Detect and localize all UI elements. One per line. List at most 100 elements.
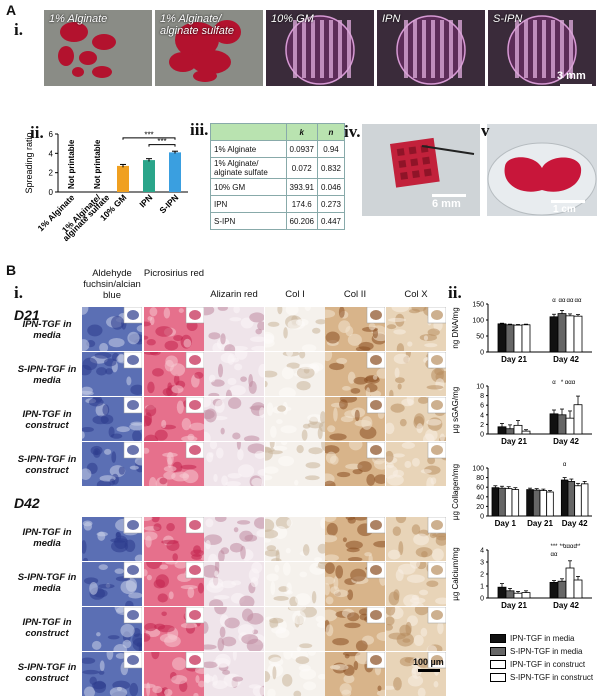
legend-swatch <box>490 647 506 656</box>
column-header: Aldehyde fuchsin/alcian blue <box>83 268 141 301</box>
histology-image <box>265 517 325 561</box>
histology-image <box>204 607 264 651</box>
histology-texture <box>82 517 142 561</box>
histology-image <box>325 517 385 561</box>
annotation: ** <box>576 544 581 550</box>
sig-bracket <box>148 144 176 147</box>
row-label-d42: S-IPN-TGF in construct <box>17 662 77 684</box>
panel-a-iii-label: iii. <box>190 120 209 139</box>
histology-image <box>386 352 446 396</box>
row-label-d21: IPN-TGF in media <box>22 319 72 341</box>
bar <box>504 488 513 517</box>
histology-texture <box>386 562 446 606</box>
histology-texture <box>325 607 385 651</box>
bar <box>565 315 575 353</box>
histology-texture <box>386 517 446 561</box>
x-tick-label: S-IPN <box>157 192 180 215</box>
bar <box>521 592 531 599</box>
y-tick-label: 2 <box>480 572 484 579</box>
histology-texture <box>265 652 325 696</box>
histology-texture <box>144 607 204 651</box>
table-header: n <box>316 123 346 141</box>
histology-image <box>386 517 446 561</box>
legend-swatch <box>490 673 506 682</box>
photo-4: IPN <box>377 10 485 86</box>
y-tick-label: 0 <box>480 596 484 603</box>
bar <box>505 324 515 353</box>
bar <box>567 481 576 517</box>
y-axis-label: µg Calcium/mg <box>451 547 460 601</box>
bar <box>539 490 548 517</box>
bar <box>574 485 582 517</box>
histology-image <box>144 352 204 396</box>
legend-label: S-IPN-TGF in construct <box>510 673 594 682</box>
bar <box>497 426 507 435</box>
row-label-d42: IPN-TGF in construct <box>22 617 72 639</box>
legend-swatch <box>490 634 506 643</box>
bar <box>498 487 506 517</box>
x-tick-label: IPN <box>137 192 154 209</box>
histology-texture <box>265 307 325 351</box>
y-tick-label: 150 <box>472 302 484 309</box>
histology-scale-bar <box>418 669 440 672</box>
histology-image <box>82 442 142 486</box>
table-row: IPN 174.6 0.273 <box>210 195 346 213</box>
table-cell: 174.6 <box>285 195 318 213</box>
y-tick-label: 50 <box>476 334 484 341</box>
bar <box>117 165 129 192</box>
histology-texture <box>82 442 142 486</box>
table-cell: 60.206 <box>285 212 318 230</box>
legend-label: IPN-TGF in media <box>510 634 575 643</box>
bar <box>497 586 507 599</box>
histology-image <box>386 307 446 351</box>
histology-image <box>265 442 325 486</box>
bar <box>513 424 523 435</box>
histology-image <box>144 397 204 441</box>
histology-texture <box>265 352 325 396</box>
y-tick-label: 1 <box>480 584 484 591</box>
table-row: 10% GM 393.91 0.046 <box>210 178 346 196</box>
histology-texture <box>325 397 385 441</box>
histology-texture <box>204 517 264 561</box>
row-label-d42: S-IPN-TGF in media <box>17 572 77 594</box>
histology-texture <box>82 397 142 441</box>
histology-image <box>204 442 264 486</box>
x-tick-label: Day 21 <box>501 437 527 446</box>
printed-grid-image <box>362 124 480 216</box>
panel-a-iv-label: iv. <box>344 122 361 141</box>
histology-texture <box>204 442 264 486</box>
histology-texture <box>265 517 325 561</box>
histology-texture <box>144 352 204 396</box>
histology-texture <box>144 397 204 441</box>
x-tick-label: Day 21 <box>501 601 527 610</box>
histology-image <box>325 442 385 486</box>
row-label-d21: S-IPN-TGF in media <box>17 364 77 386</box>
histology-image <box>265 652 325 696</box>
histology-texture <box>144 562 204 606</box>
histology-image <box>82 652 142 696</box>
legend-label: IPN-TGF in construct <box>510 660 586 669</box>
histology-image <box>204 562 264 606</box>
histology-texture <box>386 442 446 486</box>
panel-a-v-label: v <box>481 121 490 140</box>
histology-image <box>144 607 204 651</box>
histology-texture <box>386 307 446 351</box>
histology-image <box>82 397 142 441</box>
histology-texture <box>325 352 385 396</box>
bar <box>565 567 575 599</box>
y-tick-label: 100 <box>472 318 484 325</box>
histology-texture <box>144 652 204 696</box>
bar <box>526 489 534 517</box>
histology-texture <box>82 652 142 696</box>
x-tick-label: Day 42 <box>553 355 579 364</box>
bar <box>557 580 567 599</box>
histology-image <box>325 397 385 441</box>
row-label-d21: IPN-TGF in construct <box>22 409 72 431</box>
annotation: ** <box>560 544 565 550</box>
histology-image <box>144 652 204 696</box>
photo-scale-text: 3 mm <box>557 70 586 82</box>
table-cell: 0.0937 <box>285 140 318 158</box>
annotation: αα <box>575 298 582 304</box>
bar <box>557 414 567 435</box>
